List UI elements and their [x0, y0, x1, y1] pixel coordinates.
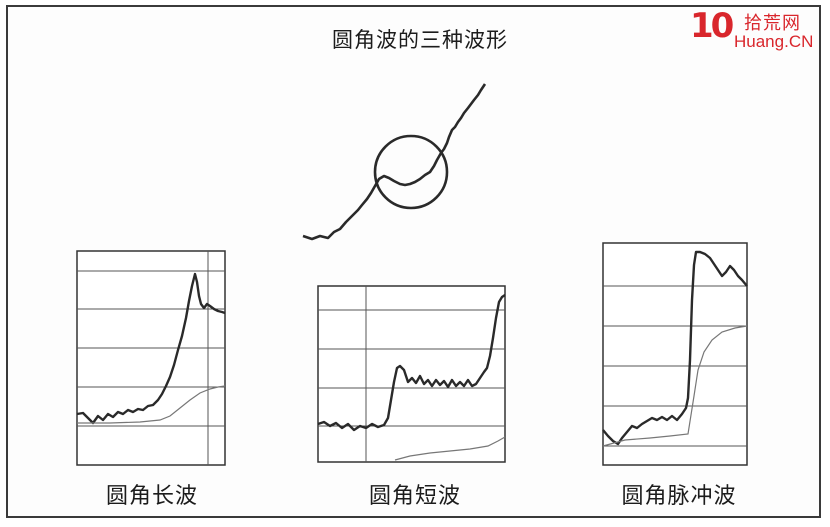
chart-long-main-line: [76, 272, 226, 425]
chart-pulse-wave: [602, 242, 748, 466]
chart-pulse-main-line: [602, 250, 748, 446]
chart-long-average-line: [77, 385, 226, 424]
chart-short-average-line: [394, 436, 506, 461]
logo-brand-en: Huang.CN: [734, 32, 814, 51]
chart-long-wave: [76, 250, 226, 466]
site-logo: 10 拾荒网 Huang.CN: [690, 6, 822, 52]
figure-title: 圆角波的三种波形: [332, 28, 508, 52]
highlight-circle: [373, 134, 449, 210]
caption-pulse-wave: 圆角脉冲波: [621, 484, 737, 509]
chart-pulse-average-line: [602, 325, 748, 447]
chart-short-main-line: [317, 294, 506, 432]
logo-brand-cn: 拾荒网: [744, 13, 801, 34]
caption-short-wave: 圆角短波: [368, 484, 461, 509]
top-wave-line: [302, 83, 487, 241]
logo-number: 10: [690, 6, 734, 46]
chart-short-wave: [317, 285, 506, 463]
top-wave-illustration: [302, 83, 487, 241]
caption-long-wave: 圆角长波: [105, 484, 198, 509]
